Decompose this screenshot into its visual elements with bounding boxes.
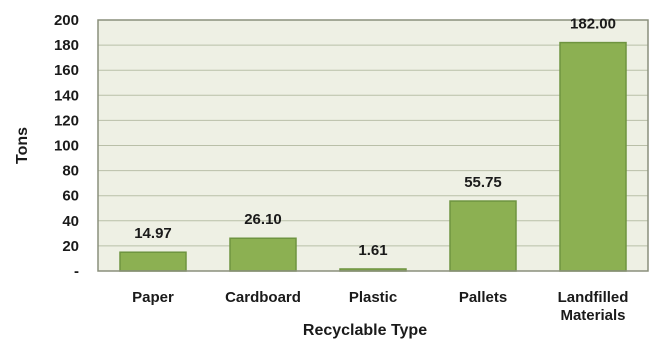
data-label: 55.75 <box>464 174 502 191</box>
y-tick-label: 40 <box>62 213 79 230</box>
bar <box>229 237 297 272</box>
x-tick-label: Landfilled Materials <box>558 289 629 324</box>
x-tick-label: Cardboard <box>225 289 301 306</box>
y-axis-title: Tons <box>14 127 31 164</box>
y-tick-label: 20 <box>62 238 79 255</box>
y-axis-ticks: - 20 40 60 80 100 120 140 160 180 200 <box>54 12 79 280</box>
y-tick-label: 100 <box>54 138 79 155</box>
y-tick-label: 120 <box>54 112 79 129</box>
bars <box>119 41 627 272</box>
data-label: 14.97 <box>134 225 172 242</box>
x-tick-label: Pallets <box>459 289 507 306</box>
data-labels: 14.97 26.10 1.61 55.75 182.00 <box>134 16 616 259</box>
y-tick-label: 160 <box>54 62 79 79</box>
y-tick-label: 140 <box>54 87 79 104</box>
bar <box>119 251 187 272</box>
x-axis-categories: Paper Cardboard Plastic Pallets Landfilled Ma… <box>132 289 628 324</box>
x-tick-label: Paper <box>132 289 174 306</box>
bar <box>559 41 627 272</box>
data-label: 26.10 <box>244 211 282 228</box>
bar <box>449 200 517 272</box>
y-tick-label: 180 <box>54 37 79 54</box>
data-label: 182.00 <box>570 16 616 33</box>
x-axis-title: Recyclable Type <box>303 322 427 339</box>
plot-frame <box>97 19 649 272</box>
plot-border <box>97 19 649 272</box>
y-tick-label: - <box>74 263 79 280</box>
y-tick-label: 200 <box>54 12 79 29</box>
x-tick-label: Plastic <box>349 289 397 306</box>
y-tick-label: 60 <box>62 188 79 205</box>
data-label: 1.61 <box>358 242 387 259</box>
gridlines <box>98 44 648 247</box>
y-tick-label: 80 <box>62 163 79 180</box>
